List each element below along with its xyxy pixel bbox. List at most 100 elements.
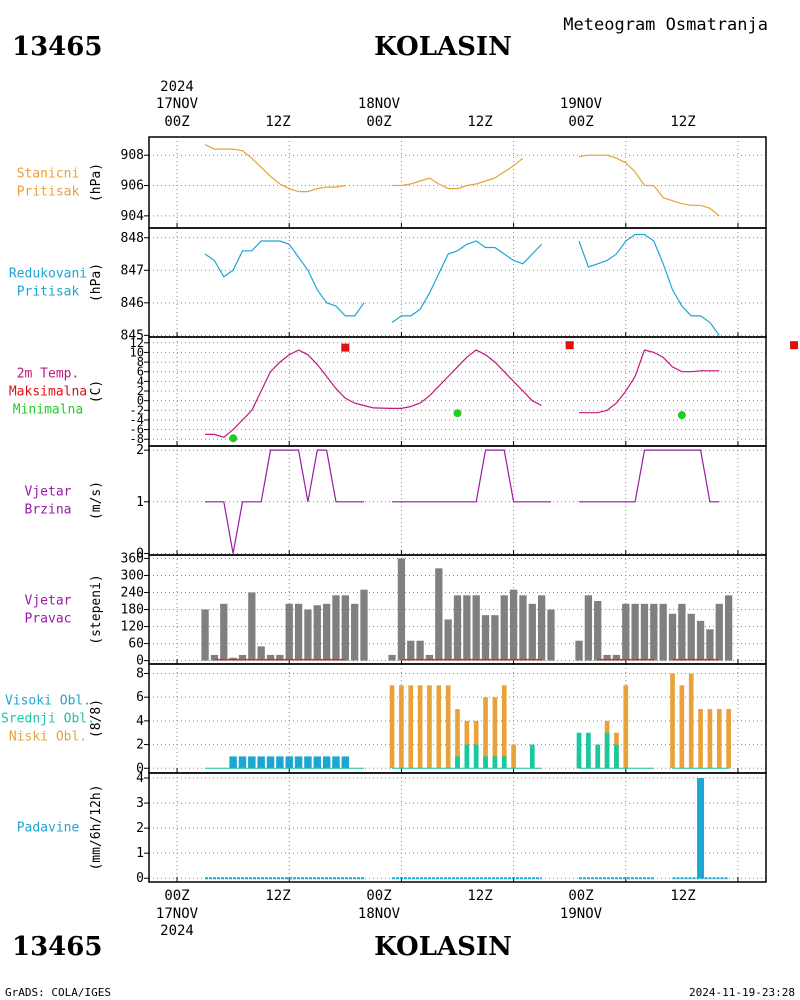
ytick-label-direction-5: 300 xyxy=(121,568,144,583)
unit-label-wind: (m/s) xyxy=(89,481,104,520)
wind-speed-line-segment-0 xyxy=(205,449,364,554)
cloud-mid-bar-0 xyxy=(455,756,460,769)
cloud-high-bar-1 xyxy=(238,756,247,769)
product-title: Meteogram Osmatranja xyxy=(563,15,768,35)
ytick-label-temp-1: -6 xyxy=(130,423,144,437)
tmax-marker-1 xyxy=(565,341,574,350)
panel-label-temp-1: Maksimalna xyxy=(9,385,87,400)
wind-direction-bar-28 xyxy=(481,615,490,661)
panel-label-direction-0: Vjetar xyxy=(25,594,72,609)
cloud-low-bar-4 xyxy=(427,685,432,769)
station-pressure-line-segment-0 xyxy=(204,144,346,193)
wind-direction-bar-35 xyxy=(547,609,555,661)
cloud-low-bar-0 xyxy=(389,685,395,769)
cloud-high-bar-2 xyxy=(248,756,256,769)
cloud-low-bar-20 xyxy=(670,673,675,769)
tick-label-bottom-4: 12Z xyxy=(467,888,492,904)
wind-direction-bar-25 xyxy=(453,595,462,661)
ytick-label-pressure-2: 908 xyxy=(121,148,144,163)
wind-direction-bar-15 xyxy=(341,595,349,661)
cloud-high-bar-5 xyxy=(276,756,284,769)
ytick-label-wind-2: 2 xyxy=(136,443,144,458)
unit-label-cloud: (8/8) xyxy=(89,699,104,738)
wind-direction-bar-6 xyxy=(257,646,265,661)
tick-label-top-3: 00Z xyxy=(366,114,391,130)
wind-direction-bar-13 xyxy=(322,603,331,661)
panel-precip: 0 1 2 3 4 (mm/6h/12h) Padavine xyxy=(17,771,766,886)
tmax-marker-2 xyxy=(790,341,799,350)
ytick-label-direction-4: 240 xyxy=(121,585,144,600)
wind-direction-bar-4 xyxy=(238,654,247,661)
station-id-top: 13465 xyxy=(12,32,102,62)
cloud-low-bar-25 xyxy=(716,709,722,769)
panel-label-reduced-0: Redukovani xyxy=(9,267,87,282)
tmin-marker-0 xyxy=(229,434,238,443)
wind-direction-bar-8 xyxy=(276,654,284,661)
ytick-label-temp-10: 12 xyxy=(130,336,144,350)
wind-direction-bar-38 xyxy=(594,600,602,661)
day-label-top-2: 18NOV xyxy=(358,96,401,112)
ytick-label-temp-6: 4 xyxy=(137,374,144,388)
wind-direction-bar-43 xyxy=(640,603,649,661)
cloud-low-bar-5 xyxy=(436,685,442,769)
cloud-mid-bar-10 xyxy=(604,732,610,769)
cloud-low-bar-21 xyxy=(679,685,685,769)
temperature-line-segment-1 xyxy=(579,349,720,414)
wind-direction-bar-40 xyxy=(612,654,621,661)
cloud-high-bar-9 xyxy=(313,756,322,769)
cloud-low-bar-19 xyxy=(623,685,629,769)
cloud-high-bar-3 xyxy=(257,756,265,769)
tick-label-top-5: 00Z xyxy=(568,114,593,130)
ytick-label-precip-3: 3 xyxy=(136,796,144,811)
panel-frame-precip xyxy=(148,772,767,883)
wind-direction-bar-14 xyxy=(332,595,340,661)
wind-direction-bar-46 xyxy=(668,613,677,661)
station-pressure-line-segment-1 xyxy=(392,157,524,190)
wind-direction-bar-49 xyxy=(696,620,705,661)
wind-direction-bar-20 xyxy=(407,640,415,661)
wind-direction-bar-51 xyxy=(715,603,723,661)
wind-direction-bar-44 xyxy=(650,603,658,661)
ytick-label-reduced-3: 848 xyxy=(121,231,144,246)
cloud-mid-bar-5 xyxy=(501,756,507,769)
unit-label-pressure: (hPa) xyxy=(89,163,104,202)
generated-timestamp: 2024-11-19-23:28 xyxy=(689,986,795,999)
day-label-bottom-2: 18NOV xyxy=(358,906,401,922)
ytick-label-temp-5: 2 xyxy=(137,384,144,398)
ytick-label-temp-0: -8 xyxy=(130,432,144,446)
tick-label-bottom-6: 12Z xyxy=(670,888,695,904)
ytick-label-reduced-2: 847 xyxy=(121,263,144,278)
panel-cloud: 0 2 4 6 8 (8/8)Visoki Obl. Srednji Obl. Niski O… xyxy=(1,664,766,776)
panel-frame-reduced xyxy=(148,227,767,338)
day-label-top-3: 19NOV xyxy=(560,96,603,112)
ytick-label-temp-9: 10 xyxy=(130,345,144,359)
panel-label-wind-0: Vjetar xyxy=(25,485,72,500)
cloud-low-bar-13 xyxy=(511,744,516,769)
unit-label-precip: (mm/6h/12h) xyxy=(89,784,104,870)
cloud-mid-bar-4 xyxy=(492,756,498,769)
wind-direction-bar-45 xyxy=(659,603,667,661)
cloud-low-bar-11 xyxy=(492,697,498,769)
wind-direction-bar-27 xyxy=(472,595,480,661)
wind-direction-bar-12 xyxy=(313,605,321,661)
panel-reduced: 845 846 847 848 (hPa)Redukovani Pritisak xyxy=(9,228,766,343)
panel-label-precip-0: Padavine xyxy=(17,821,80,836)
ytick-label-direction-0: 0 xyxy=(136,654,144,669)
tick-label-bottom-3: 00Z xyxy=(366,888,391,904)
year-label-bottom: 2024 xyxy=(160,923,194,939)
cloud-high-bar-11 xyxy=(332,756,340,769)
wind-direction-bar-52 xyxy=(724,595,733,661)
ytick-label-reduced-0: 845 xyxy=(121,328,144,343)
ytick-label-precip-4: 4 xyxy=(136,771,144,786)
unit-label-reduced: (hPa) xyxy=(89,263,104,302)
wind-direction-bar-47 xyxy=(678,603,686,661)
cloud-mid-bar-6 xyxy=(529,744,535,769)
cloud-mid-bar-9 xyxy=(595,744,601,769)
cloud-high-bar-6 xyxy=(285,756,293,769)
tmin-marker-2 xyxy=(677,411,686,420)
ytick-label-temp-7: 6 xyxy=(137,365,144,379)
wind-direction-bar-24 xyxy=(444,619,452,661)
ytick-label-cloud-3: 6 xyxy=(136,690,144,705)
panel-frame-wind xyxy=(148,445,767,556)
